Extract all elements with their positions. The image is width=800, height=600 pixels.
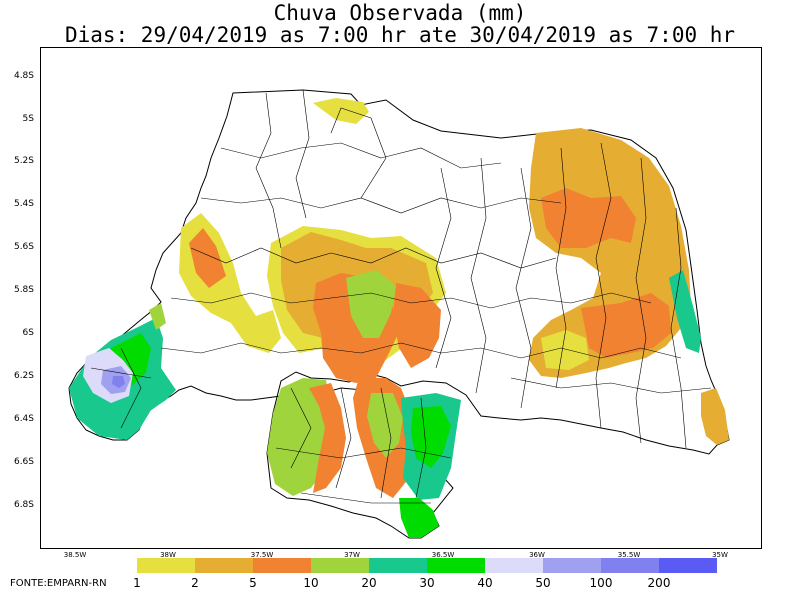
x-tick-label: 35.5W (617, 551, 641, 559)
rain-area-west-orange (189, 228, 226, 288)
x-tick-label: 36.5W (431, 551, 455, 559)
rain-area-southwest-core (112, 376, 125, 388)
rain-area-east-orange (541, 188, 636, 248)
legend-label: 50 (535, 576, 551, 590)
legend-swatch (427, 558, 485, 573)
rain-shading (69, 98, 729, 538)
rain-area-southeast-amber (701, 388, 729, 445)
rain-area-center-green (346, 270, 396, 338)
legend-label: 40 (477, 576, 493, 590)
map-frame (40, 47, 762, 549)
y-tick-label: 4.8S (13, 71, 34, 81)
y-tick-label: 6.2S (13, 371, 34, 381)
color-legend (137, 558, 717, 573)
legend-swatch (369, 558, 427, 573)
legend-swatch (601, 558, 659, 573)
map-title: Chuva Observada (mm) (273, 1, 527, 25)
legend-label: 10 (303, 576, 319, 590)
legend-label: 1 (133, 576, 141, 590)
rain-area-east-orange-2 (581, 293, 671, 358)
y-tick-label: 6S (22, 328, 34, 338)
legend-label: 100 (589, 576, 613, 590)
y-tick-label: 6.8S (13, 500, 34, 510)
x-tick-label: 37.5W (250, 551, 274, 559)
x-tick-label: 38.5W (63, 551, 87, 559)
legend-label: 200 (647, 576, 671, 590)
legend-swatch (253, 558, 311, 573)
legend-swatch (659, 558, 717, 573)
rain-area-south-center-green (367, 393, 403, 458)
x-tick-label: 37W (344, 551, 360, 559)
legend-label: 2 (191, 576, 199, 590)
x-tick-label: 35W (712, 551, 728, 559)
y-tick-label: 6.4S (13, 414, 34, 424)
legend-swatch (543, 558, 601, 573)
legend-label: 5 (249, 576, 257, 590)
x-tick-label: 38W (160, 551, 176, 559)
municipality-boundaries (90, 89, 712, 504)
y-tick-label: 5S (22, 114, 34, 124)
y-tick-label: 5.6S (13, 242, 34, 252)
rain-area-north (313, 98, 369, 124)
rain-area-south-bright-green (411, 406, 451, 468)
rain-area-south-tail (399, 498, 439, 538)
y-tick-label: 5.8S (13, 285, 34, 295)
legend-swatch (137, 558, 195, 573)
legend-swatch (195, 558, 253, 573)
y-tick-label: 5.2S (13, 156, 34, 166)
legend-swatch (485, 558, 543, 573)
rain-area-east-yellow (541, 330, 589, 370)
legend-swatch (311, 558, 369, 573)
legend-label: 20 (361, 576, 377, 590)
map-subtitle: Dias: 29/04/2019 as 7:00 hr ate 30/04/20… (64, 23, 736, 47)
source-credit: FONTE:EMPARN-RN (10, 578, 107, 589)
rain-area-west-patch (149, 303, 166, 330)
y-tick-label: 5.4S (13, 199, 34, 209)
y-tick-label: 6.6S (13, 457, 34, 467)
legend-label: 30 (419, 576, 435, 590)
x-tick-label: 36W (529, 551, 545, 559)
rain-area-south-orange (309, 383, 346, 493)
rainfall-map (68, 89, 730, 539)
rain-area-center-east-orange (393, 283, 441, 368)
